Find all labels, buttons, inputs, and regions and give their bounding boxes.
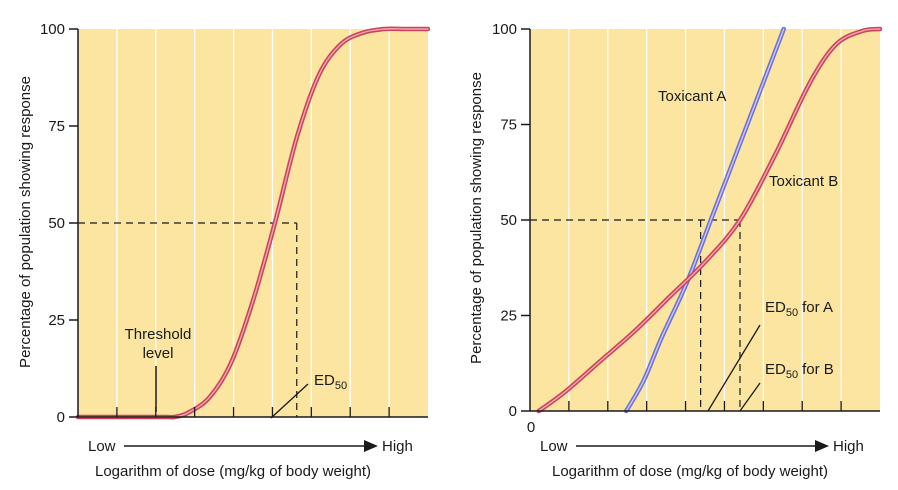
y-tick-label: 100 xyxy=(40,21,65,38)
y-tick-label: 50 xyxy=(48,215,65,232)
y-tick-label: 75 xyxy=(500,117,517,134)
threshold-label-line2: level xyxy=(143,345,174,362)
left-ed50-label: ED50 xyxy=(314,372,347,392)
y-tick-label: 0 xyxy=(57,409,65,426)
right-x-arrow-head xyxy=(815,440,829,452)
threshold-label-line1: Threshold xyxy=(125,326,192,343)
left-axes xyxy=(69,28,428,418)
y-tick-label: 0 xyxy=(509,403,517,420)
left-x-low-label: Low xyxy=(88,438,116,455)
right-y-tick-labels: 0 25 50 75 100 xyxy=(492,21,517,420)
y-tick-label: 100 xyxy=(492,21,517,38)
toxicant-a-label: Toxicant A xyxy=(658,88,726,105)
toxicant-a-curve-highlight xyxy=(625,28,785,412)
right-ed50-guides xyxy=(530,219,741,411)
y-tick-label: 25 xyxy=(500,308,517,325)
left-ed50-guides xyxy=(78,222,298,417)
right-x-high-label: High xyxy=(833,438,864,455)
left-x-high-label: High xyxy=(382,438,413,455)
y-tick-label: 25 xyxy=(48,312,65,329)
left-x-arrow-head xyxy=(364,440,378,452)
right-chart: 0 25 50 75 100 Percentage of population show… xyxy=(468,21,883,480)
y-tick-label: 50 xyxy=(500,212,517,229)
y-tick-label: 75 xyxy=(48,118,65,135)
left-chart: 0 25 50 75 100 Percentage of population show… xyxy=(17,21,431,480)
left-x-axis-label: Logarithm of dose (mg/kg of body weight) xyxy=(95,463,371,480)
ed50-a-label: ED50 for A xyxy=(765,299,833,319)
right-origin-label: 0 xyxy=(527,419,535,436)
right-axes xyxy=(521,28,880,412)
toxicant-b-curve-highlight xyxy=(538,28,881,412)
toxicant-b-label: Toxicant B xyxy=(769,173,838,190)
right-x-low-label: Low xyxy=(540,438,568,455)
ed50-b-label: ED50 for B xyxy=(765,361,834,381)
right-y-axis-label: Percentage of population showing respons… xyxy=(468,72,485,364)
left-y-tick-labels: 0 25 50 75 100 xyxy=(40,21,65,426)
left-y-axis-label: Percentage of population showing respons… xyxy=(17,76,34,368)
ed50-a-pointer xyxy=(707,324,761,412)
right-x-axis-label: Logarithm of dose (mg/kg of body weight) xyxy=(552,463,828,480)
ed50-b-pointer xyxy=(739,382,761,412)
right-curves xyxy=(536,26,883,414)
left-ed50-pointer xyxy=(270,383,309,419)
